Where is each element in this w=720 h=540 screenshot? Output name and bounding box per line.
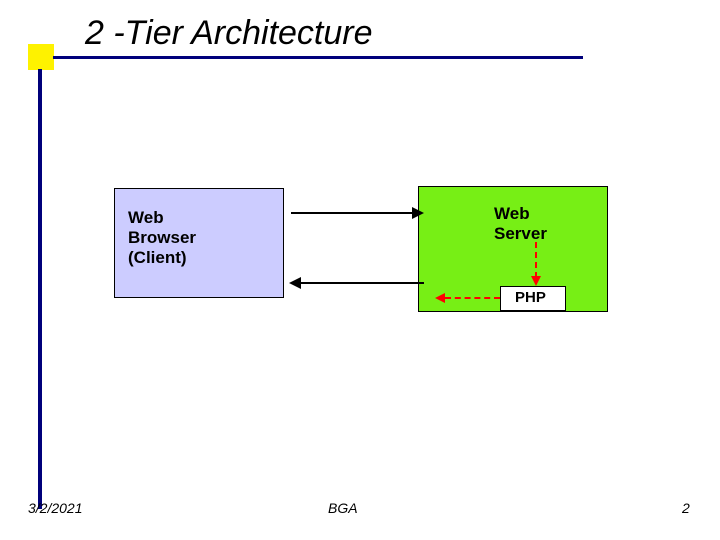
php-box-label: PHP [515, 289, 546, 306]
server-box-label: WebServer [494, 204, 547, 244]
dashed-server-to-php-head [531, 276, 541, 286]
title-bullet-square [28, 44, 54, 70]
dashed-server-to-php [535, 242, 537, 278]
arrow-request-line [291, 212, 414, 214]
arrow-response-line [301, 282, 424, 284]
footer-page: 2 [682, 500, 690, 516]
footer-author: BGA [328, 500, 358, 516]
client-box-label: WebBrowser(Client) [128, 208, 196, 268]
footer-date: 3/2/2021 [28, 500, 83, 516]
title-underline [53, 56, 583, 59]
arrow-request-head [412, 207, 424, 219]
dashed-php-out-head [435, 293, 445, 303]
dashed-php-out [445, 297, 500, 299]
slide-title: 2 -Tier Architecture [85, 14, 373, 53]
arrow-response-head [289, 277, 301, 289]
left-vertical-bar [38, 69, 42, 509]
